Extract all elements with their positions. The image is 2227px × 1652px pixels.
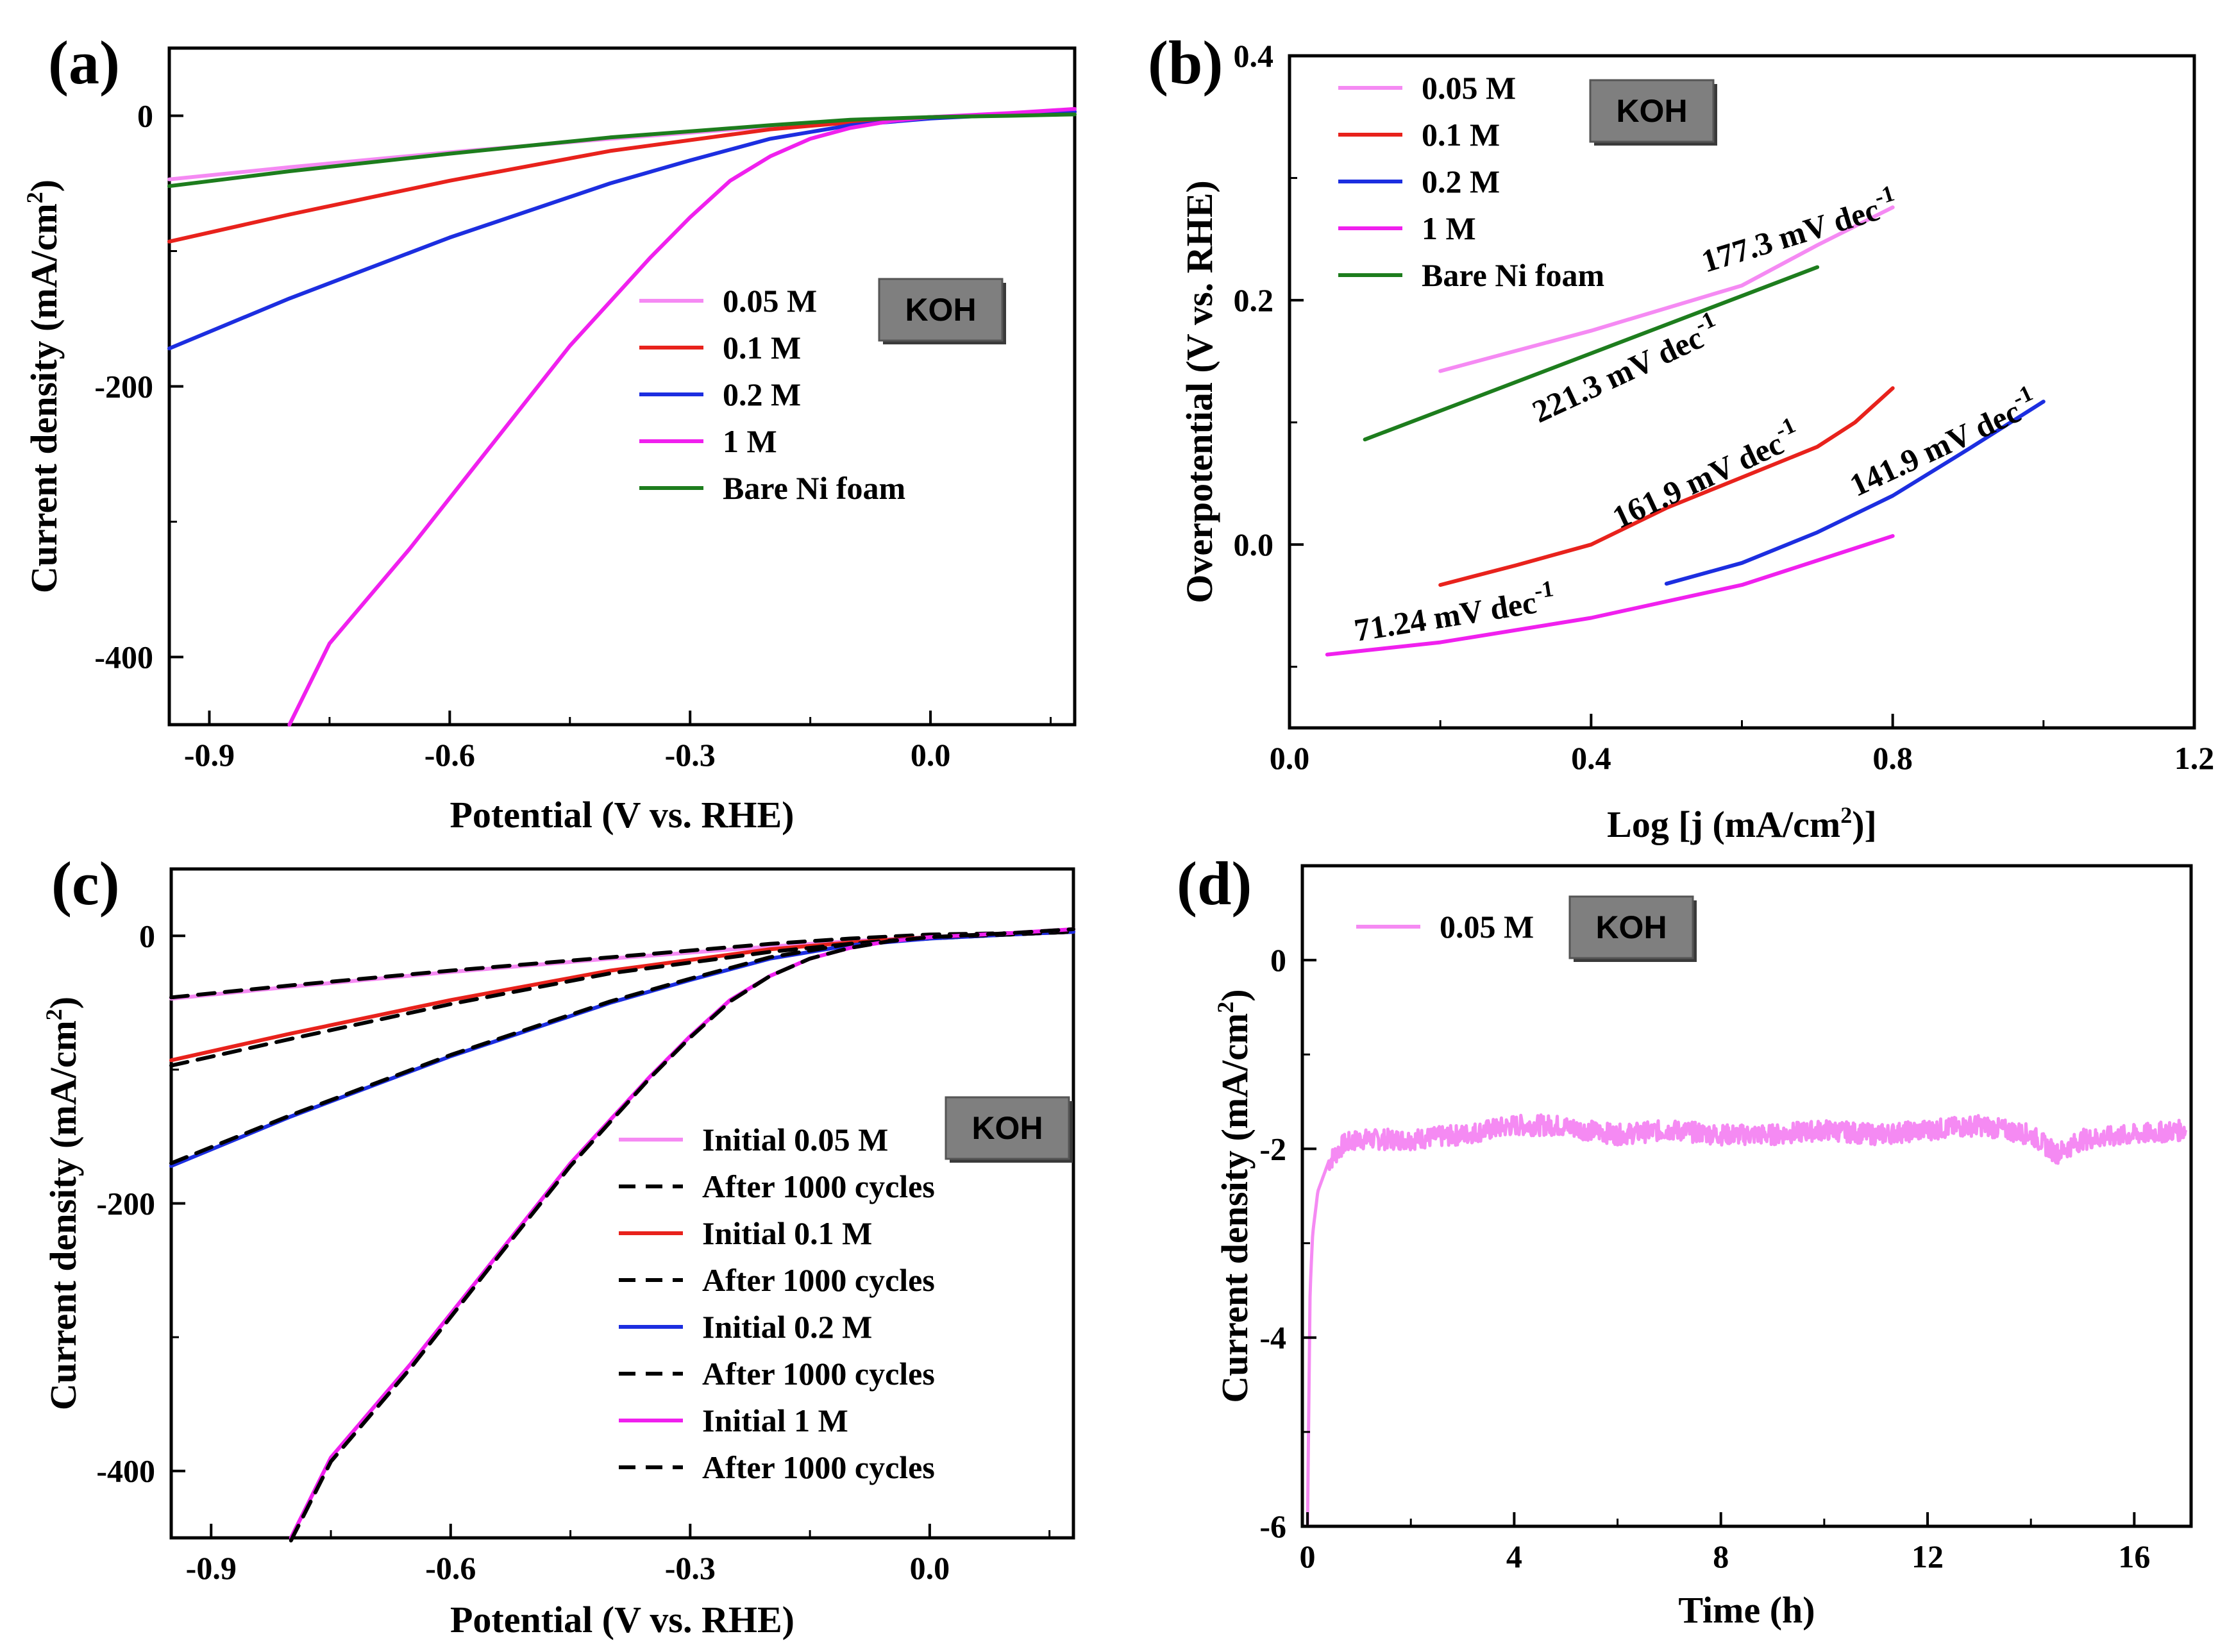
legend-label: Bare Ni foam [723,470,905,506]
slope-annotation-sup: -1 [1533,575,1556,603]
legend-label: 0.05 M [723,283,817,319]
legend-label: Bare Ni foam [1422,257,1604,293]
y-axis-title: Overpotential (V vs. RHE) [1179,180,1220,603]
panel-a: (a) -0.9 -0.6 -0.3 0.0 0 -200 -400 Potential (V … [22,28,1077,836]
series-line [289,927,1075,1543]
x-axis-title-main: Log [j (mA/cm [1607,804,1840,845]
panel-label: (b) [1148,28,1223,97]
legend-label: After 1000 cycles [702,1449,935,1485]
y-ytick-label: -400 [94,639,153,675]
y-ytick-label: 0 [139,918,155,954]
legend-label: Initial 0.2 M [702,1309,872,1345]
x-axis-title-tail: )] [1852,804,1877,845]
x-xtick-label: 0.8 [1872,740,1913,776]
x-xtick-label: 4 [1506,1538,1522,1574]
legend-label: 0.2 M [723,376,801,412]
x-xtick-label: -0.3 [665,737,716,773]
y-axis-title: Current density (mA/cm2) [22,180,65,593]
badge-label: KOH [1616,93,1687,129]
legend-label: 1 M [1422,210,1476,246]
y-ytick-label: -2 [1259,1131,1286,1167]
x-xtick-label: 0.0 [911,737,951,773]
legend-label: 1 M [723,423,777,459]
x-xtick-label: -0.9 [186,1550,237,1586]
y-axis-title-main: Current density (mA/cm [42,1020,84,1410]
y-axis-title-sup: 2 [22,192,47,203]
x-xtick-label: 0.0 [1270,740,1310,776]
legend-label: 0.1 M [1422,117,1500,153]
x-xtick-label: -0.6 [425,1550,476,1586]
y-axis-title-main: Current density (mA/cm [1214,1013,1256,1403]
x-xtick-label: 0 [1300,1538,1316,1574]
badge-box [1589,79,1715,143]
series-line [1363,265,1820,442]
badge-box [1568,895,1694,959]
y-ytick-label: 0.4 [1234,38,1274,74]
legend-label: After 1000 cycles [702,1262,935,1298]
y-ytick-label: 0.0 [1234,527,1274,562]
badge-box [878,278,1004,342]
badge-label: KOH [905,292,976,328]
x-xtick-label: 0.4 [1571,740,1611,776]
badge-label: KOH [1595,909,1667,945]
y-ytick-label: -6 [1259,1508,1286,1544]
legend-label: 0.1 M [723,330,801,366]
series-line [1325,534,1895,657]
x-axis-title-sup: 2 [1840,802,1852,828]
x-xtick-label: 12 [1912,1538,1944,1574]
x-axis-title: Log [j (mA/cm2)] [1607,802,1877,845]
y-axis-title-tail: ) [42,997,84,1009]
panel-label: (a) [48,28,120,97]
y-ytick-label: -200 [96,1186,155,1222]
series-line [1664,400,2046,586]
x-xtick-label: -0.3 [665,1550,716,1586]
legend-label: 0.2 M [1422,164,1500,199]
y-axis-title-sup: 2 [1213,1002,1238,1013]
badge-label: KOH [971,1110,1043,1146]
series-line [1306,1113,2188,1527]
y-axis-title: Current density (mA/cm2) [1213,989,1256,1403]
legend-label: Initial 1 M [702,1403,848,1438]
y-axis-title-tail: ) [23,180,65,192]
y-axis-title-main: Current density (mA/cm [23,203,65,593]
panel-label: (d) [1177,849,1252,918]
x-xtick-label: -0.9 [184,737,235,773]
legend-label: Initial 0.1 M [702,1215,872,1251]
x-axis-title: Potential (V vs. RHE) [450,794,794,836]
plot-frame [1300,864,2193,1528]
legend-label: After 1000 cycles [702,1168,935,1204]
legend-label: Initial 0.05 M [702,1122,888,1158]
y-ytick-label: 0 [1270,942,1286,978]
y-ytick-label: -400 [96,1453,155,1489]
x-xtick-label: 16 [2118,1538,2150,1574]
x-xtick-label: 0.0 [910,1550,950,1586]
x-xtick-label: 8 [1713,1538,1729,1574]
legend-label: 0.05 M [1440,909,1534,945]
x-xtick-label: -0.6 [424,737,475,773]
y-axis-title: Current density (mA/cm2) [41,997,84,1410]
y-ytick-label: -4 [1259,1320,1286,1356]
y-ytick-label: 0 [137,98,153,134]
panel-label: (c) [51,849,120,918]
panel-d: (d) 0 4 8 12 16 0 -2 -4 -6 Time (h) Current density… [1177,849,2193,1631]
series-line [1438,386,1895,587]
y-axis-title-sup: 2 [41,1009,67,1020]
legend-label: After 1000 cycles [702,1356,935,1392]
y-axis-title-tail: ) [1214,989,1256,1001]
x-xtick-label: 1.2 [2174,740,2215,776]
series-line [1438,205,1895,373]
y-ytick-label: -200 [94,369,153,405]
legend-label: 0.05 M [1422,70,1516,106]
y-ytick-label: 0.2 [1234,282,1274,318]
series-line [167,112,1077,189]
x-axis-title: Potential (V vs. RHE) [450,1599,794,1640]
panel-c: (c) -0.9 -0.6 -0.3 0.0 0 -200 -400 Potential (V … [41,849,1075,1640]
x-axis-title: Time (h) [1678,1589,1815,1631]
badge-box [945,1096,1070,1160]
